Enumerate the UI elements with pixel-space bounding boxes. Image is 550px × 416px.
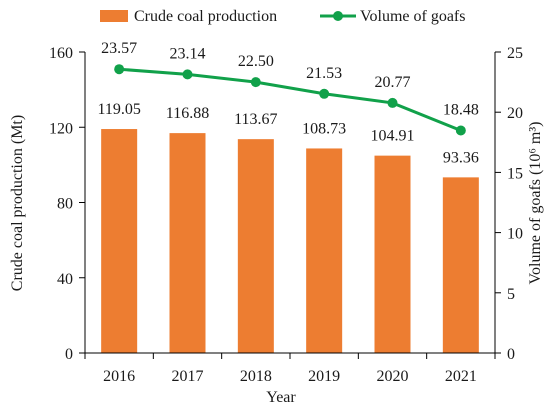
y-right-tick-label: 20 xyxy=(507,105,523,122)
x-tick-label: 2017 xyxy=(172,368,204,385)
y-left-tick-label: 80 xyxy=(57,196,73,213)
x-tick-label: 2021 xyxy=(445,368,477,385)
y-right-tick-label: 0 xyxy=(507,346,515,363)
bar-value-label: 104.91 xyxy=(371,128,415,145)
bar-2021 xyxy=(442,177,479,353)
bar-2017 xyxy=(169,133,206,353)
goafs-value-label: 18.48 xyxy=(443,102,479,119)
goafs-point-2019 xyxy=(319,88,330,99)
goafs-value-label: 23.57 xyxy=(101,40,137,57)
bar-2016 xyxy=(101,129,138,353)
bar-2019 xyxy=(306,148,343,353)
bar-2018 xyxy=(237,139,274,353)
y-left-tick-label: 120 xyxy=(49,120,73,137)
goafs-point-2020 xyxy=(387,97,398,108)
bar-data-labels: 119.05 116.88 113.67 108.73 104.91 93.36 xyxy=(97,101,478,166)
x-axis-title: Year xyxy=(266,389,296,406)
y-axis-right-ticks: 0 5 10 15 20 25 xyxy=(495,45,523,363)
y-right-tick-label: 25 xyxy=(507,45,523,62)
goafs-value-label: 23.14 xyxy=(170,45,206,62)
x-tick-label: 2019 xyxy=(308,368,340,385)
line-series-goafs xyxy=(114,64,466,136)
legend-label-production: Crude coal production xyxy=(134,8,277,25)
goafs-point-2018 xyxy=(250,77,261,88)
legend-label-goafs: Volume of goafs xyxy=(360,8,465,25)
bar-value-label: 113.67 xyxy=(234,111,277,128)
axes xyxy=(84,52,496,354)
goafs-point-2021 xyxy=(455,125,466,136)
goafs-line xyxy=(119,67,462,132)
legend-marker-goafs xyxy=(333,11,343,21)
goafs-value-label: 22.50 xyxy=(238,53,274,70)
legend-swatch-production xyxy=(100,10,128,22)
y-axis-left-title: Crude coal production (Mt) xyxy=(9,115,26,291)
legend: Crude coal production Volume of goafs xyxy=(100,8,465,25)
goafs-point-2017 xyxy=(182,69,193,80)
y-axis-left-ticks: 0 40 80 120 160 xyxy=(49,45,85,363)
x-axis-ticks: 2016 2017 2018 2019 2020 2021 xyxy=(84,353,496,385)
x-tick-label: 2020 xyxy=(377,368,409,385)
y-right-tick-label: 5 xyxy=(507,286,515,303)
y-left-tick-label: 40 xyxy=(57,271,73,288)
bar-value-label: 116.88 xyxy=(166,105,209,122)
goafs-value-label: 20.77 xyxy=(375,74,411,91)
y-right-tick-label: 15 xyxy=(507,165,523,182)
y-left-tick-label: 0 xyxy=(65,346,73,363)
bar-2020 xyxy=(374,155,411,353)
x-tick-label: 2016 xyxy=(103,368,135,385)
bar-series-production xyxy=(101,129,479,353)
goafs-point-2016 xyxy=(114,64,125,75)
y-right-tick-label: 10 xyxy=(507,226,523,243)
line-data-labels: 23.57 23.14 22.50 21.53 20.77 18.48 xyxy=(101,40,479,118)
y-axis-right-title: Volume of goafs (10⁶ m³) xyxy=(527,122,544,285)
bar-value-label: 93.36 xyxy=(443,149,479,166)
bar-value-label: 119.05 xyxy=(97,101,140,118)
x-tick-label: 2018 xyxy=(240,368,272,385)
bar-value-label: 108.73 xyxy=(302,120,346,137)
goafs-value-label: 21.53 xyxy=(306,65,342,82)
y-left-tick-label: 160 xyxy=(49,45,73,62)
